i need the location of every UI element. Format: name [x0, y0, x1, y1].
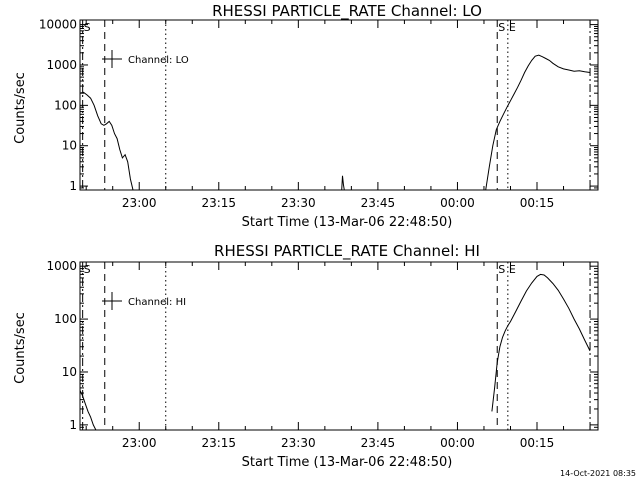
panel-lo-ylabel: Counts/sec — [13, 72, 28, 144]
panel-1-ytick-label: 1000 — [46, 259, 77, 273]
panel-hi-ylabel: Counts/sec — [13, 312, 28, 384]
panel-0-ytick-label: 1 — [69, 179, 77, 193]
footer-timestamp: 14-Oct-2021 08:35 — [560, 469, 636, 478]
panel-lo-title: RHESSI PARTICLE_RATE Channel: LO — [212, 2, 482, 21]
panel-0-marker-label: E — [509, 21, 516, 34]
panel-hi-xlabel: Start Time (13-Mar-06 22:48:50) — [242, 455, 453, 470]
panel-1-xtick-label: 00:00 — [440, 436, 475, 450]
panel-1-ytick-label: 100 — [54, 312, 77, 326]
panel-hi-channel: RHESSI PARTICLE_RATE Channel: HI Start T… — [13, 242, 599, 470]
panel-0-xtick-label: 23:00 — [122, 196, 157, 210]
panel-1-xtick-label: 23:00 — [122, 436, 157, 450]
panel-1-ytick-label: 1 — [69, 418, 77, 432]
panel-hi-title: RHESSI PARTICLE_RATE Channel: HI — [214, 242, 480, 261]
panel-0-ytick-label: 1000 — [46, 58, 77, 72]
panel-0-legend-label: Channel: LO — [128, 55, 189, 66]
panel-0-xtick-label: 00:15 — [520, 196, 555, 210]
panel-0-marker-label: S — [498, 21, 505, 34]
panel-0-series-line — [485, 54, 591, 190]
panel-1-axes-frame — [79, 261, 599, 431]
panel-0-series-line — [341, 175, 345, 190]
panel-0-xtick-label: 23:45 — [361, 196, 396, 210]
panel-1-ytick-label: 10 — [62, 365, 77, 379]
panel-1-xtick-label: 23:45 — [361, 436, 396, 450]
panel-1-xtick-label: 00:15 — [520, 436, 555, 450]
panel-1-series-line — [80, 390, 97, 430]
panel-1-xtick-label: 23:30 — [281, 436, 316, 450]
panel-0-xtick-label: 23:15 — [201, 196, 236, 210]
panel-lo-channel: RHESSI PARTICLE_RATE Channel: LO Start T… — [13, 2, 599, 230]
panel-0-ytick-label: 10000 — [39, 18, 77, 32]
panel-0-marker-label: S — [84, 21, 91, 34]
panel-1-marker-label: E — [509, 263, 516, 276]
panel-1-marker-label: S — [498, 263, 505, 276]
panel-0-series-line — [80, 91, 134, 190]
panel-1-series-line — [491, 273, 591, 412]
panel-1-xtick-label: 23:15 — [201, 436, 236, 450]
panel-1-marker-label: S — [84, 263, 91, 276]
panel-0-xtick-label: 23:30 — [281, 196, 316, 210]
panel-lo-xlabel: Start Time (13-Mar-06 22:48:50) — [242, 215, 453, 230]
panel-0-ytick-label: 100 — [54, 98, 77, 112]
panel-0-xtick-label: 00:00 — [440, 196, 475, 210]
panel-1-legend-label: Channel: HI — [128, 297, 186, 308]
panel-0-ytick-label: 10 — [62, 139, 77, 153]
